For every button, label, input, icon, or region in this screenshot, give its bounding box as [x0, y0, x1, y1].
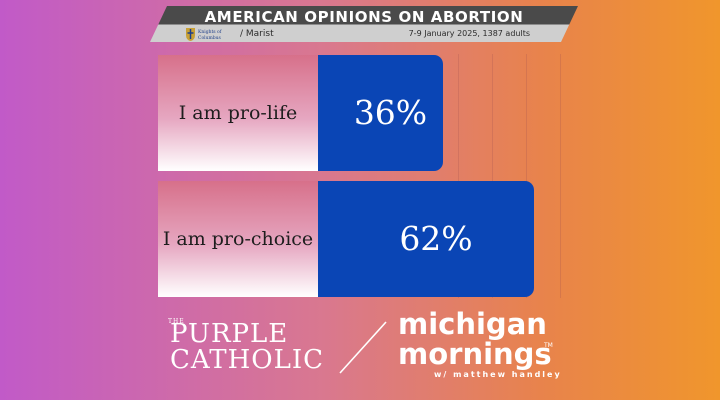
gridline — [526, 54, 527, 298]
divider-slash — [339, 321, 387, 374]
bar — [318, 55, 443, 171]
logo-mornings: mornings — [398, 337, 552, 371]
logo-purple: PURPLE — [170, 319, 289, 349]
gridline — [458, 54, 459, 298]
category-label: I am pro-choice — [162, 228, 314, 250]
bar-value-label: 62% — [399, 219, 473, 258]
michigan-mornings-logo: michigan mornings TM w/ matthew handley — [398, 308, 568, 380]
knights-of-columbus-logo: Knights of Columbus — [186, 28, 222, 41]
logo-michigan: michigan — [398, 307, 547, 341]
category-label: I am pro-life — [178, 102, 298, 124]
logo-trademark: TM — [544, 342, 553, 349]
survey-meta: 7-9 January 2025, 1387 adults — [408, 29, 530, 38]
source-label: / Marist — [240, 29, 274, 39]
bar-value-label: 36% — [353, 93, 428, 132]
gridline — [560, 54, 561, 298]
header-banner — [150, 6, 578, 42]
logo-the: THE — [168, 318, 185, 325]
category-label-box — [158, 55, 318, 171]
logo-catholic: CATHOLIC — [170, 345, 325, 375]
logo-byline: w/ matthew handley — [434, 370, 562, 379]
logo-text-line1: Knights of — [198, 29, 222, 35]
logo-text-line2: Columbus — [198, 35, 222, 41]
gridline — [492, 54, 493, 298]
chart-grid — [318, 54, 578, 298]
bar — [318, 181, 534, 297]
chart-title: AMERICAN OPINIONS ON ABORTION — [204, 8, 524, 26]
purple-catholic-logo: THE PURPLE CATHOLIC — [168, 316, 328, 374]
category-label-box — [158, 181, 318, 297]
